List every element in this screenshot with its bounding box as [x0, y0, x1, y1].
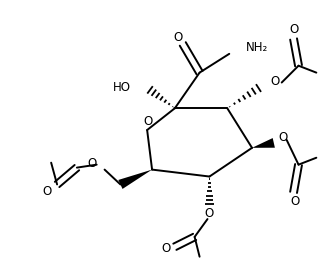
Text: O: O	[43, 185, 52, 198]
Polygon shape	[118, 169, 152, 189]
Text: O: O	[173, 31, 182, 44]
Text: O: O	[87, 157, 97, 170]
Text: O: O	[143, 115, 153, 128]
Text: O: O	[289, 23, 298, 36]
Text: O: O	[279, 131, 288, 144]
Text: O: O	[270, 75, 279, 88]
Text: HO: HO	[113, 81, 131, 94]
Text: NH₂: NH₂	[246, 41, 268, 54]
Polygon shape	[252, 138, 275, 148]
Text: O: O	[161, 242, 171, 255]
Text: O: O	[205, 207, 214, 220]
Text: O: O	[290, 195, 299, 208]
